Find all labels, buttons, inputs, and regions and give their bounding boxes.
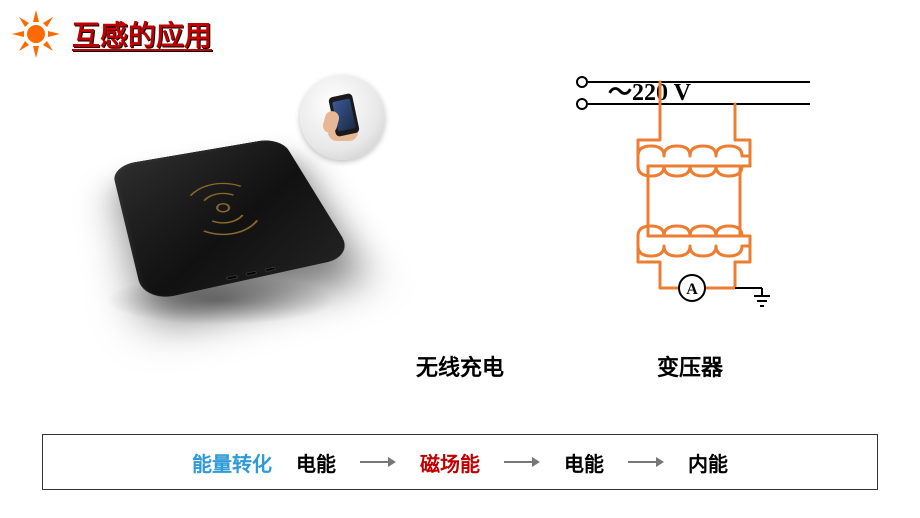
ammeter-label: A (686, 281, 698, 298)
header: 互感的应用 (12, 10, 212, 58)
energy-flow-box: 能量转化 电能 磁场能 电能 内能 (42, 434, 878, 490)
voltage-value: 220 V (632, 80, 692, 106)
transformer-diagram: ～220 V (540, 70, 840, 310)
main-row: ～220 V (0, 70, 920, 390)
wireless-charger-column (0, 70, 460, 390)
charger-wave-icon (176, 177, 273, 242)
charger-pad (111, 137, 354, 302)
voltage-label: ～220 V (608, 80, 692, 106)
sun-icon (12, 10, 60, 58)
charger-pad-body (111, 137, 354, 302)
arrow-icon (360, 455, 396, 469)
flow-step: 内能 (688, 448, 728, 477)
voltage-prefix: ～ (608, 80, 632, 106)
page-title: 互感的应用 (72, 14, 212, 54)
arrow-icon (504, 455, 540, 469)
flow-prefix: 能量转化 (192, 448, 272, 477)
flow-step: 磁场能 (420, 448, 480, 477)
transformer-label: 变压器 (460, 350, 920, 382)
ammeter-icon: A (679, 275, 705, 301)
transformer-column: ～220 V (460, 70, 920, 390)
arrow-icon (628, 455, 664, 469)
flow-step: 电能 (296, 448, 336, 477)
wireless-charger-illustration (70, 80, 390, 320)
phone-insert-icon (300, 75, 385, 160)
flow-step: 电能 (564, 448, 604, 477)
